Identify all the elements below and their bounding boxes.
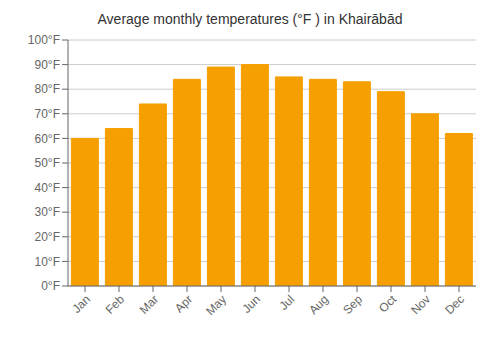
svg-text:0°F: 0°F bbox=[41, 279, 60, 293]
svg-text:40°F: 40°F bbox=[35, 181, 60, 195]
svg-text:Jul: Jul bbox=[276, 292, 297, 313]
svg-text:Jan: Jan bbox=[70, 292, 94, 316]
svg-text:Jun: Jun bbox=[240, 292, 264, 316]
svg-text:Dec: Dec bbox=[442, 292, 467, 317]
svg-text:50°F: 50°F bbox=[35, 156, 60, 170]
svg-text:70°F: 70°F bbox=[35, 107, 60, 121]
svg-text:Nov: Nov bbox=[408, 292, 433, 317]
svg-text:90°F: 90°F bbox=[35, 58, 60, 72]
svg-text:20°F: 20°F bbox=[35, 230, 60, 244]
html-text:Average monthly temperatures (: Average monthly temperatures (°F ) in Kh… bbox=[97, 11, 403, 27]
svg-text:80°F: 80°F bbox=[35, 82, 60, 96]
svg-text:Apr: Apr bbox=[172, 292, 195, 315]
svg-text:Mar: Mar bbox=[137, 292, 162, 317]
svg-text:Feb: Feb bbox=[103, 292, 128, 317]
svg-text:10°F: 10°F bbox=[35, 255, 60, 269]
svg-text:May: May bbox=[203, 292, 229, 318]
svg-text:100°F: 100°F bbox=[28, 33, 60, 47]
svg-text:Aug: Aug bbox=[306, 292, 331, 317]
svg-text:60°F: 60°F bbox=[35, 132, 60, 146]
svg-text:Sep: Sep bbox=[340, 292, 365, 317]
svg-text:30°F: 30°F bbox=[35, 205, 60, 219]
svg-text:Oct: Oct bbox=[376, 292, 400, 316]
